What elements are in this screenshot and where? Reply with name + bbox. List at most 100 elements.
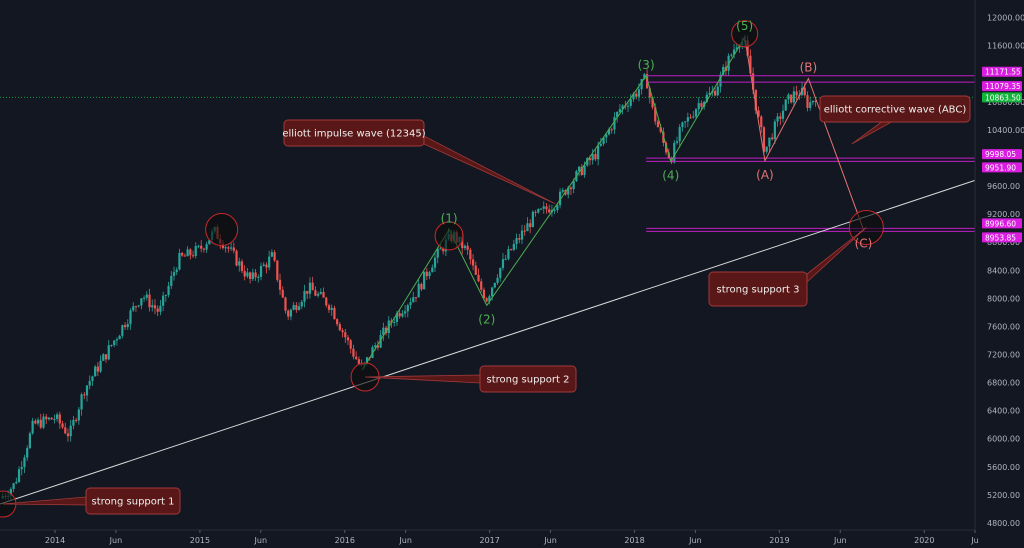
candle-body bbox=[178, 252, 181, 270]
candle-body bbox=[85, 385, 89, 396]
price-tag-bg bbox=[982, 92, 1022, 103]
candle-body bbox=[578, 166, 581, 172]
price-tick-label: 12000.00 bbox=[987, 14, 1024, 23]
candle-body bbox=[88, 380, 91, 386]
time-tick-label: 2014 bbox=[45, 536, 65, 545]
candle-body bbox=[224, 247, 227, 249]
candle-body bbox=[526, 223, 529, 232]
candle-body bbox=[463, 245, 467, 249]
candle-body bbox=[654, 107, 657, 122]
support-trendline-group bbox=[0, 179, 976, 505]
candle-body bbox=[626, 105, 630, 107]
candle-body bbox=[605, 134, 608, 138]
candle-body bbox=[811, 100, 815, 103]
candle-body bbox=[632, 93, 635, 100]
candle-body bbox=[55, 414, 59, 420]
candle-body bbox=[567, 187, 570, 195]
candle-body bbox=[493, 282, 496, 288]
candle-body bbox=[205, 244, 208, 250]
price-tag-label: 10863.50 bbox=[985, 93, 1021, 102]
candle-body bbox=[53, 419, 56, 421]
candle-body bbox=[102, 354, 105, 361]
candle-body bbox=[569, 187, 573, 190]
callout-box bbox=[479, 365, 577, 393]
price-tag-label: 9951.90 bbox=[985, 163, 1016, 172]
time-tick-label: Jun bbox=[254, 536, 268, 545]
candle-body bbox=[722, 66, 725, 75]
candle-body bbox=[156, 308, 159, 312]
candle-body bbox=[588, 158, 592, 161]
callout-box bbox=[283, 119, 425, 147]
candle-body bbox=[325, 297, 328, 306]
time-tick-label: Jun bbox=[398, 536, 412, 545]
candle-body bbox=[186, 249, 189, 257]
candle-body bbox=[75, 419, 78, 421]
price-tick-label: 4800.00 bbox=[987, 519, 1020, 528]
candle-body bbox=[436, 248, 439, 258]
candle-body bbox=[488, 296, 491, 302]
candle-body bbox=[142, 297, 146, 299]
candle-body bbox=[781, 110, 785, 119]
candle-body bbox=[757, 110, 760, 117]
candle-body bbox=[91, 376, 94, 381]
candle-body bbox=[344, 332, 347, 338]
candle-body bbox=[80, 394, 83, 410]
candle-body bbox=[510, 249, 513, 251]
impulse-wave-label: (4) bbox=[662, 168, 679, 182]
candle-body bbox=[752, 73, 755, 90]
candle-body bbox=[45, 416, 48, 420]
candle-body bbox=[159, 305, 162, 312]
callout: strong support 3 bbox=[708, 227, 867, 307]
candle-body bbox=[790, 94, 793, 103]
price-tick-label: 6800.00 bbox=[987, 379, 1020, 388]
candle-body bbox=[118, 335, 121, 340]
callout: strong support 2 bbox=[365, 365, 577, 393]
candle-body bbox=[145, 294, 148, 298]
candle-body bbox=[618, 109, 621, 112]
candle-body bbox=[423, 271, 426, 290]
wave-labels: (1) (2) (3) (4) (5) (A) (B) (C) bbox=[441, 19, 873, 326]
candle-body bbox=[132, 306, 135, 311]
candle-body bbox=[384, 327, 388, 334]
candle-body bbox=[420, 283, 423, 290]
price-tick-label: 5200.00 bbox=[987, 491, 1020, 500]
callout-text: strong support 2 bbox=[487, 375, 570, 386]
candle-body bbox=[140, 298, 143, 306]
candle-body bbox=[637, 89, 641, 97]
candle-body bbox=[208, 239, 211, 245]
candle-series bbox=[1, 34, 817, 501]
impulse-wave-label: (5) bbox=[736, 19, 753, 33]
callout: elliott impulse wave (12345) bbox=[282, 119, 556, 204]
callout-text: elliott corrective wave (ABC) bbox=[824, 105, 967, 116]
candle-body bbox=[520, 230, 524, 240]
candle-body bbox=[640, 79, 643, 90]
support-trendline bbox=[0, 179, 976, 505]
candle-body bbox=[398, 313, 401, 317]
candle-body bbox=[501, 259, 505, 268]
candle-body bbox=[651, 97, 654, 108]
price-tick-label: 6000.00 bbox=[987, 435, 1020, 444]
candle-body bbox=[491, 287, 494, 297]
candle-body bbox=[474, 265, 477, 275]
candle-body bbox=[333, 307, 336, 320]
corrective-wave-label: (B) bbox=[800, 61, 818, 75]
candle-body bbox=[94, 366, 97, 377]
candle-body bbox=[265, 264, 268, 268]
candle-body bbox=[66, 433, 70, 437]
candle-body bbox=[338, 324, 341, 331]
candle-body bbox=[414, 297, 418, 299]
candle-body bbox=[172, 272, 176, 276]
candle-body bbox=[504, 258, 507, 260]
candle-body bbox=[409, 302, 412, 306]
time-axis[interactable]: 2014 Jun 2015 Jun 2016 Jun 2017 Jun 2018 Jun 2019 J… bbox=[0, 529, 979, 545]
time-tick-label: Jun bbox=[543, 536, 557, 545]
price-tags: 11171.55 11079.35 9998.05 9951.90 8996.60 895… bbox=[982, 66, 1022, 243]
candle-body bbox=[477, 274, 480, 282]
candle-body bbox=[330, 307, 333, 310]
candle-body bbox=[183, 255, 186, 257]
time-tick-label: 2016 bbox=[335, 536, 355, 545]
candle-body bbox=[200, 245, 203, 249]
candle-body bbox=[684, 121, 687, 123]
candle-body bbox=[787, 94, 790, 100]
